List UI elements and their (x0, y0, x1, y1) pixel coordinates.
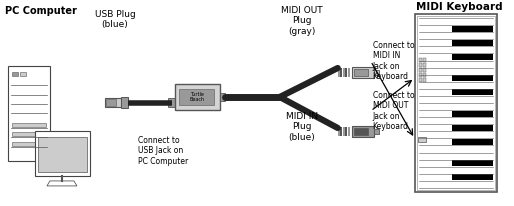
Text: MIDI OUT
Plug
(gray): MIDI OUT Plug (gray) (281, 6, 323, 36)
Bar (352, 67, 374, 78)
Bar (338, 68, 340, 77)
Bar (418, 137, 426, 142)
Bar (423, 78, 426, 82)
Bar (423, 58, 426, 62)
Bar (8, 66, 50, 161)
Bar (418, 63, 421, 67)
Bar (338, 127, 340, 136)
Bar (417, 16, 494, 190)
Text: PC Computer: PC Computer (5, 6, 77, 16)
Bar (179, 89, 214, 105)
Bar (374, 129, 379, 134)
Bar (452, 174, 492, 180)
Bar (12, 142, 46, 146)
Text: Turtle
Beach: Turtle Beach (190, 92, 205, 102)
Bar (105, 98, 121, 107)
Bar (452, 160, 492, 166)
Bar (374, 70, 379, 75)
Bar (20, 72, 26, 76)
Bar (345, 68, 347, 77)
Bar (452, 89, 492, 95)
Text: USB Plug
(blue): USB Plug (blue) (95, 10, 135, 29)
Bar (418, 73, 421, 77)
Text: Connect to
MIDI OUT
Jack on
Keyboard: Connect to MIDI OUT Jack on Keyboard (373, 91, 414, 131)
Bar (345, 127, 347, 136)
FancyBboxPatch shape (175, 84, 220, 110)
Bar (340, 68, 342, 77)
Bar (418, 58, 421, 62)
Bar (106, 99, 116, 106)
Bar (452, 139, 492, 145)
Bar (418, 78, 421, 82)
Bar (452, 75, 492, 81)
Bar (354, 128, 368, 135)
Bar (423, 68, 426, 72)
Bar (38, 137, 87, 172)
Polygon shape (47, 181, 77, 186)
Text: MIDI Keyboard: MIDI Keyboard (416, 2, 503, 12)
Bar (415, 14, 497, 192)
Text: MIDI IN
Plug
(blue): MIDI IN Plug (blue) (286, 112, 318, 142)
Bar (347, 127, 350, 136)
Bar (347, 68, 350, 77)
Bar (340, 127, 342, 136)
Bar (12, 123, 46, 127)
Bar (452, 125, 492, 131)
Bar (12, 132, 46, 136)
Bar (452, 54, 492, 60)
Bar (423, 63, 426, 67)
Bar (12, 72, 18, 76)
Bar (220, 93, 225, 101)
Bar (343, 68, 345, 77)
Bar (343, 127, 345, 136)
Bar (418, 68, 421, 72)
Bar (121, 97, 128, 108)
Bar (354, 69, 368, 76)
Bar (423, 73, 426, 77)
Text: Connect to
MIDI IN
Jack on
Keyboard: Connect to MIDI IN Jack on Keyboard (373, 41, 414, 81)
Bar (352, 126, 374, 137)
Text: Connect to
USB Jack on
PC Computer: Connect to USB Jack on PC Computer (138, 136, 188, 166)
Bar (35, 131, 90, 176)
Bar (452, 40, 492, 46)
Bar (452, 111, 492, 117)
Bar (168, 98, 175, 107)
Bar (452, 26, 492, 32)
